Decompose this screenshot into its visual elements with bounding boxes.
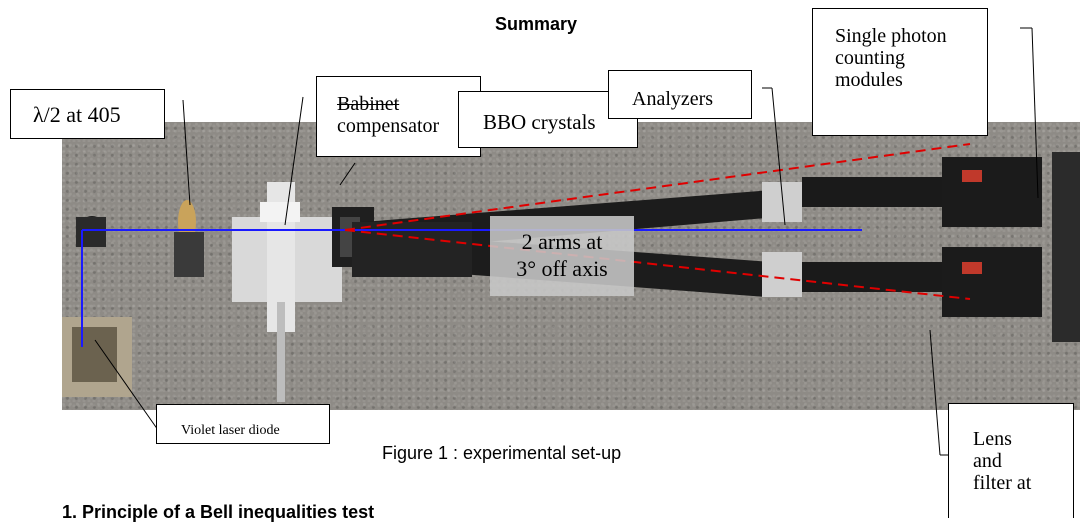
analyzers-label: Analyzers <box>632 88 714 110</box>
lens-line-2: and <box>973 450 1002 472</box>
setup-drawing <box>62 143 1080 402</box>
bbo-label-box: BBO crystals <box>458 91 638 148</box>
section-heading: 1. Principle of a Bell inequalities test <box>62 502 375 522</box>
arms-line-2: 3° off axis <box>516 256 608 281</box>
half-wave-label: λ/2 at 405 <box>33 102 121 127</box>
babinet-stage <box>232 182 342 402</box>
analyzers-label-box: Analyzers <box>608 70 752 119</box>
detector-modules <box>942 152 1080 342</box>
half-wave-label-box: λ/2 at 405 <box>10 89 165 139</box>
photon-paths <box>344 143 971 300</box>
babinet-label-box: Babinet compensator <box>316 76 481 157</box>
lens-label-box: Lens and filter at <box>948 403 1074 518</box>
summary-title: Summary <box>495 14 578 34</box>
lens-line-1: Lens <box>973 428 1012 450</box>
spcm-line-3: modules <box>835 69 903 91</box>
babinet-line-1: Babinet <box>337 93 400 115</box>
arms-angle-label: 2 arms at 3° off axis <box>490 216 634 296</box>
laser-diode <box>62 216 132 397</box>
bbo-label: BBO crystals <box>483 110 596 134</box>
spcm-line-1: Single photon <box>835 25 947 47</box>
laser-label-box: Violet laser diode <box>156 404 330 444</box>
pump-beam <box>81 229 862 347</box>
babinet-line-2: compensator <box>337 115 440 137</box>
spcm-label-box: Single photon counting modules <box>812 8 988 136</box>
laser-label: Violet laser diode <box>181 423 280 438</box>
arms-line-1: 2 arms at <box>521 229 603 254</box>
figure-caption: Figure 1 : experimental set-up <box>382 443 622 463</box>
lens-line-3: filter at <box>973 472 1032 494</box>
detection-arms <box>352 177 962 297</box>
half-wave-plate <box>174 200 204 277</box>
spcm-line-2: counting <box>835 47 905 69</box>
